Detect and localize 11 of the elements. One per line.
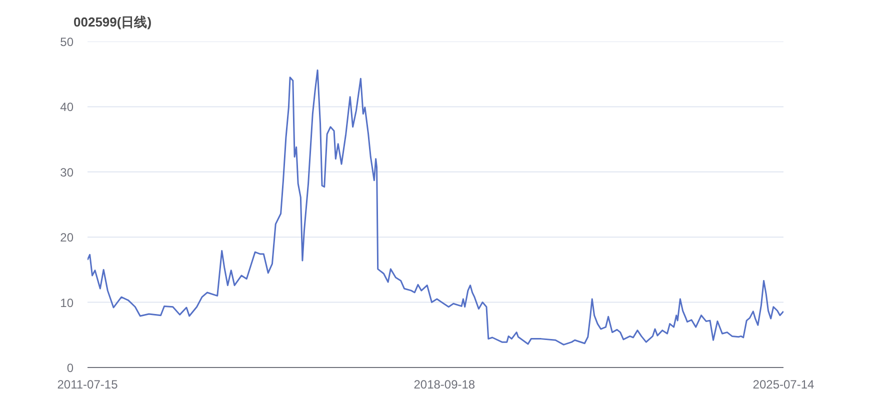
x-tick-label: 2025-07-14 — [752, 378, 815, 392]
y-tick-label: 50 — [60, 35, 74, 49]
line-series — [88, 69, 784, 346]
y-tick-label: 20 — [60, 230, 74, 245]
x-tick-label: 2011-07-15 — [57, 378, 118, 392]
y-tick-label: 30 — [60, 165, 74, 180]
y-tick-label: 0 — [66, 361, 74, 375]
y-tick-label: 10 — [60, 296, 74, 310]
chart-title: 002599(日线) — [74, 14, 152, 30]
x-tick-label: 2018-09-18 — [414, 378, 476, 392]
y-tick-label: 40 — [60, 100, 74, 114]
